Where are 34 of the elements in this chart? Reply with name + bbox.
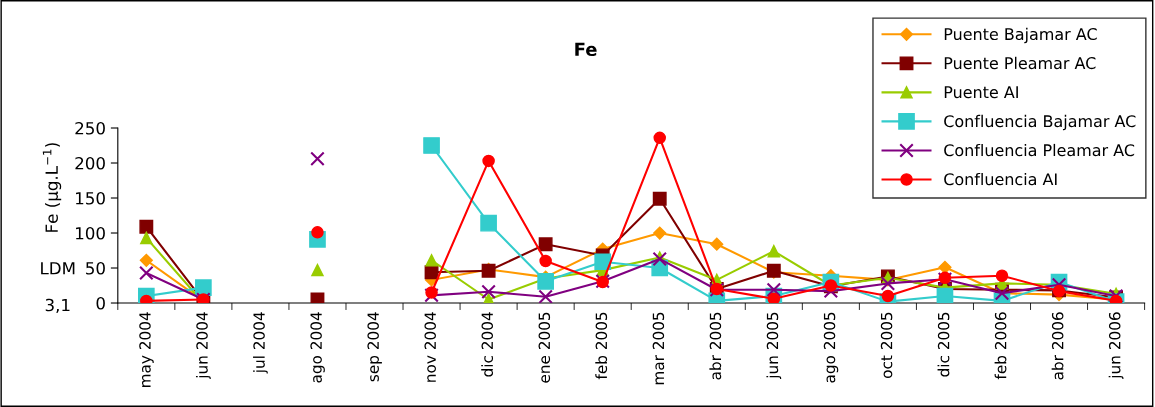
y-tick-label: 200: [75, 156, 105, 170]
text: LDM: [41, 262, 75, 275]
x-tick-label: oct 2005: [880, 312, 893, 378]
y-tick-label: 50: [86, 261, 105, 275]
legend-label: Confluencia Pleamar AC: [944, 143, 1135, 157]
x-tick-label: feb 2006: [994, 312, 1007, 380]
x-tick-label: jun 2005: [766, 312, 782, 379]
x-tick-label: abr 2005: [709, 312, 722, 380]
x-tick-label: may 2004: [139, 312, 154, 387]
legend-label: Confluencia Bajamar AC: [944, 114, 1136, 131]
x-tick-label: dic 2005: [937, 312, 950, 377]
x-tick-label: ago 2004: [310, 312, 325, 383]
x-tick-label: jul 2004: [253, 312, 268, 374]
y-tick-label: 0: [96, 296, 105, 310]
chart-title: Fe: [575, 42, 597, 57]
x-tick-label: ene 2005: [538, 312, 551, 383]
x-tick-label: feb 2005: [595, 312, 608, 380]
y-tick-label: 250: [75, 121, 105, 135]
x-tick-label: nov 2004: [424, 312, 436, 382]
x-tick-label: jun 2006: [1108, 312, 1124, 379]
legend-label: Confluencia AI: [944, 172, 1057, 186]
x-tick-label: abr 2006: [1051, 312, 1064, 380]
x-tick-label: sep 2004: [367, 312, 382, 382]
x-tick-label: mar 2005: [652, 312, 665, 385]
x-tick-label: ago 2005: [823, 312, 839, 383]
text: 3,1: [45, 298, 70, 314]
y-tick-label: 100: [76, 226, 105, 240]
y-axis-title: Fe (µg.L$^{−1}$): [42, 143, 62, 232]
legend-label: Puente AI: [944, 86, 1018, 99]
y-tick-label: 150: [76, 191, 105, 205]
x-tick-label: jun 2004: [195, 312, 211, 379]
x-tick-label: dic 2004: [481, 312, 494, 377]
legend-label: Puente Pleamar AC: [944, 56, 1096, 70]
legend-label: Puente Bajamar AC: [944, 27, 1097, 44]
